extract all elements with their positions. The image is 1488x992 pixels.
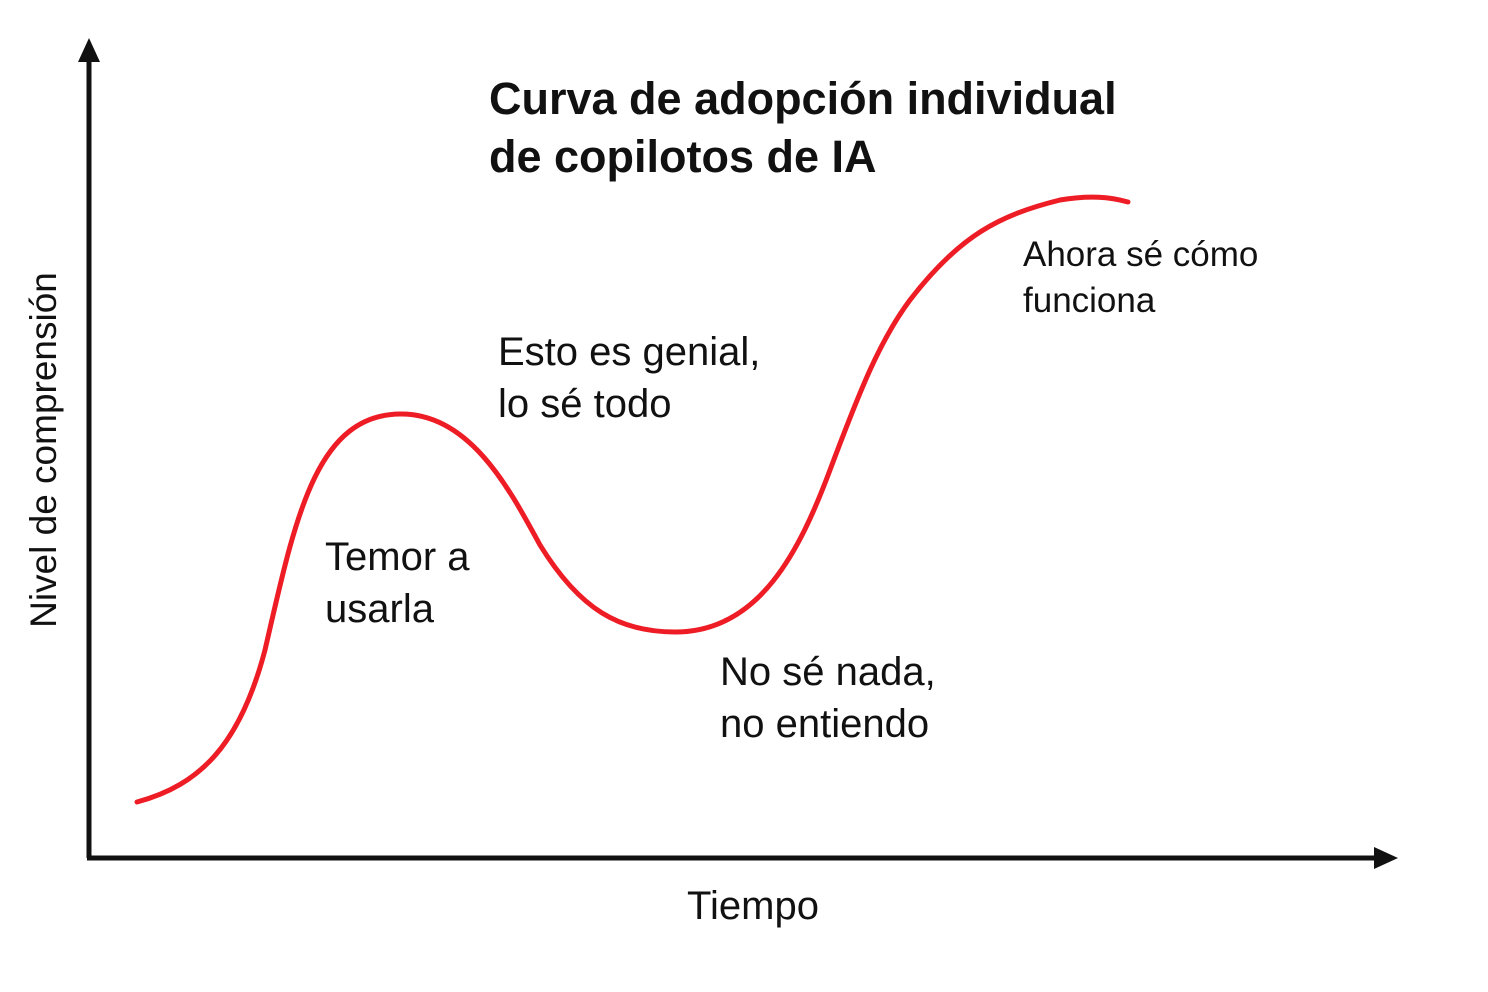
annotation-mastery-line-2: funciona [1023, 281, 1156, 320]
annotation-peak-line-1: Esto es genial, [498, 330, 761, 374]
annotation-peak: Esto es genial, lo sé todo [498, 326, 760, 430]
diagram-title: Curva de adopción individual de copiloto… [489, 70, 1117, 186]
title-line-2: de copilotos de IA [489, 131, 877, 182]
annotation-mastery-line-1: Ahora sé cómo [1023, 235, 1259, 274]
y-axis-arrowhead [78, 38, 100, 62]
x-axis-arrowhead [1374, 847, 1398, 869]
annotation-fear-line-1: Temor a [325, 535, 470, 579]
annotation-fear-line-2: usarla [325, 587, 434, 631]
annotation-trough-line-1: No sé nada, [720, 650, 936, 694]
annotation-trough-line-2: no entiendo [720, 702, 930, 746]
title-line-1: Curva de adopción individual [489, 73, 1117, 124]
y-axis-label: Nivel de comprensión [23, 272, 64, 628]
annotation-mastery: Ahora sé cómo funciona [1023, 232, 1258, 324]
annotation-peak-line-2: lo sé todo [498, 382, 672, 426]
annotation-trough: No sé nada, no entiendo [720, 646, 936, 750]
annotation-fear: Temor a usarla [325, 531, 470, 635]
x-axis-label: Tiempo [687, 884, 819, 928]
adoption-curve [134, 194, 1131, 805]
